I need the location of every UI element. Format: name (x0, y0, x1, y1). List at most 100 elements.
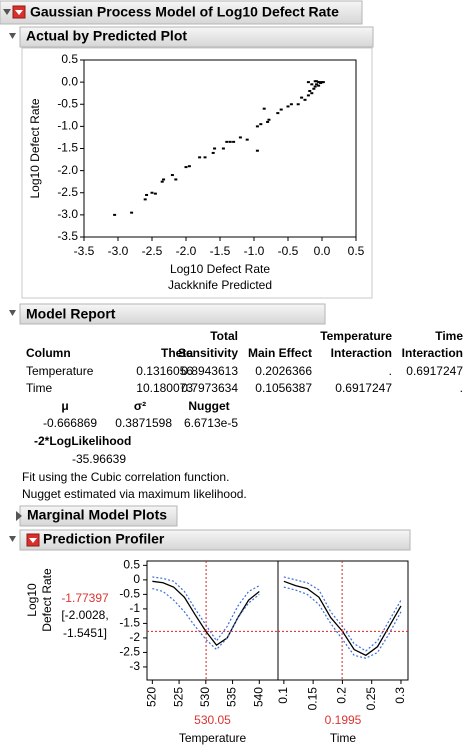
x-tick-label: -2.0 (176, 244, 197, 258)
table-cell: . (460, 381, 463, 395)
point (187, 165, 191, 168)
y-tick-label: -2.5 (57, 185, 78, 199)
confidence-interval: -1.5451] (63, 626, 107, 640)
point (315, 83, 319, 86)
loglik-label: -2*LogLikelihood (34, 434, 131, 448)
point (211, 151, 215, 154)
disclosure-icon[interactable] (9, 536, 16, 542)
outline-header[interactable] (0, 0, 363, 25)
profile-line (152, 587, 260, 651)
y-tick-label: -0.5 (57, 96, 78, 110)
x-tick-label: 525 (171, 687, 185, 707)
point (221, 147, 225, 150)
point (113, 213, 117, 216)
disclosure-icon[interactable] (9, 310, 16, 316)
point (170, 174, 174, 177)
param-value: 0.3871598 (115, 416, 172, 430)
y-tick-label: -0.5 (119, 587, 140, 601)
point (145, 193, 149, 196)
x-tick-label: 0.25 (364, 687, 378, 711)
point (286, 105, 290, 108)
point (255, 125, 259, 128)
y-axis-label: Log10 Defect Rate (28, 98, 42, 198)
table-cell: 0.2026366 (255, 364, 312, 378)
point (162, 178, 166, 181)
x-tick-label: -1.5 (210, 244, 231, 258)
point (289, 103, 293, 106)
x-tick-label: 0.5 (348, 244, 365, 258)
menu-icon (29, 538, 37, 543)
y-tick-label: -3 (129, 659, 140, 673)
point (317, 84, 321, 87)
point (266, 120, 270, 123)
outline-header[interactable] (19, 529, 411, 551)
y-tick-label: 0.5 (61, 52, 78, 66)
point (153, 192, 157, 195)
point (232, 140, 236, 143)
plot-frame (277, 560, 409, 681)
point (203, 156, 207, 159)
param-header: μ (61, 399, 68, 413)
loglik-value: -35.96639 (72, 452, 126, 466)
x-tick-label: 0.3 (393, 687, 407, 704)
x-tick-label: -2.5 (142, 244, 163, 258)
x-axis-label: Time (330, 731, 357, 745)
point (296, 103, 300, 106)
table-cell: 0.1056387 (255, 381, 312, 395)
row-label: Time (26, 381, 53, 395)
x-tick-label: 0.1 (276, 687, 290, 704)
x-axis-label: Log10 Defect Rate (170, 262, 270, 276)
table-cell: 0.7973634 (181, 381, 238, 395)
plot-area (83, 59, 357, 238)
point (310, 83, 314, 86)
point (276, 112, 280, 115)
column-header: Column (26, 346, 71, 360)
x-tick-label: 0.15 (305, 687, 319, 711)
point (321, 81, 325, 84)
table-cell: . (389, 364, 392, 378)
point (174, 178, 178, 181)
x-tick-label: 535 (225, 687, 239, 707)
y-tick-label: -2.5 (119, 645, 140, 659)
current-x-value: 530.05 (194, 713, 231, 727)
x-tick-label: 540 (251, 687, 265, 707)
y-axis-label: Log10 (25, 583, 39, 617)
section-title: Prediction Profiler (43, 531, 165, 547)
point (279, 108, 283, 111)
disclosure-icon[interactable] (9, 33, 16, 39)
column-header: Interaction (402, 346, 463, 360)
confidence-interval: [-2.0028, (61, 608, 108, 622)
plot-frame (21, 47, 373, 299)
x-tick-label: -1.0 (244, 244, 265, 258)
column-header: Temperature (320, 329, 392, 343)
disclosure-icon[interactable] (3, 9, 11, 15)
point (184, 166, 188, 169)
y-tick-label: 0.5 (123, 558, 140, 572)
point (306, 81, 310, 84)
outline-header[interactable] (19, 303, 326, 325)
table-cell: 0.6917247 (406, 364, 463, 378)
point (267, 118, 271, 121)
y-tick-label: 0 (133, 572, 140, 586)
point (310, 92, 314, 95)
profile-line (283, 586, 402, 659)
point (198, 156, 202, 159)
point (303, 98, 307, 101)
point (259, 123, 263, 126)
point (306, 94, 310, 97)
column-header: Main Effect (248, 346, 312, 360)
y-tick-label: -3.5 (57, 229, 78, 243)
outline-header[interactable] (19, 26, 374, 48)
y-tick-label: -2 (129, 630, 140, 644)
x-tick-label: -3.5 (74, 244, 95, 258)
disclosure-icon[interactable] (16, 511, 22, 521)
point (225, 140, 229, 143)
param-header: Nugget (188, 399, 229, 413)
point (160, 180, 164, 183)
y-tick-label: -1.5 (57, 141, 78, 155)
param-value: 6.6713e-5 (184, 416, 238, 430)
column-header: Total (210, 329, 238, 343)
x-tick-label: 0.2 (335, 687, 349, 704)
x-tick-label: 520 (145, 687, 159, 707)
